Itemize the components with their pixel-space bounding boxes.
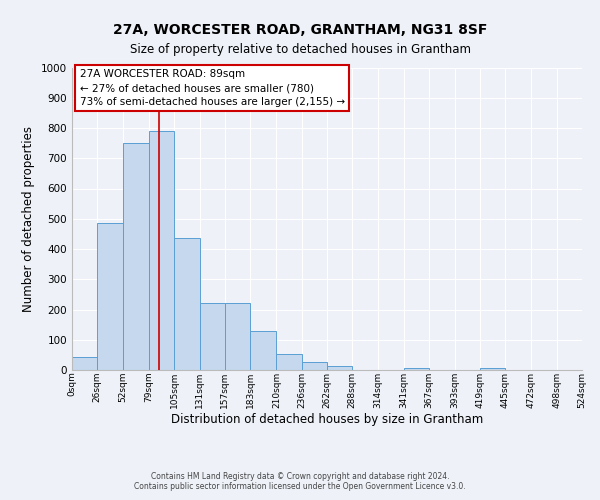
Bar xyxy=(97,224,122,370)
Bar xyxy=(122,143,149,370)
Bar xyxy=(480,368,505,370)
X-axis label: Distribution of detached houses by size in Grantham: Distribution of detached houses by size … xyxy=(171,414,483,426)
Bar xyxy=(277,354,302,370)
Bar xyxy=(72,358,97,370)
Bar xyxy=(327,366,352,370)
Text: Contains public sector information licensed under the Open Government Licence v3: Contains public sector information licen… xyxy=(134,482,466,491)
Text: 27A, WORCESTER ROAD, GRANTHAM, NG31 8SF: 27A, WORCESTER ROAD, GRANTHAM, NG31 8SF xyxy=(113,22,487,36)
Bar xyxy=(250,332,277,370)
Bar xyxy=(404,368,429,370)
Y-axis label: Number of detached properties: Number of detached properties xyxy=(22,126,35,312)
Text: Size of property relative to detached houses in Grantham: Size of property relative to detached ho… xyxy=(130,42,470,56)
Bar xyxy=(174,238,200,370)
Bar xyxy=(199,304,225,370)
Text: 27A WORCESTER ROAD: 89sqm
← 27% of detached houses are smaller (780)
73% of semi: 27A WORCESTER ROAD: 89sqm ← 27% of detac… xyxy=(80,69,345,107)
Text: Contains HM Land Registry data © Crown copyright and database right 2024.: Contains HM Land Registry data © Crown c… xyxy=(151,472,449,481)
Bar xyxy=(302,362,327,370)
Bar xyxy=(149,131,174,370)
Bar xyxy=(225,304,250,370)
